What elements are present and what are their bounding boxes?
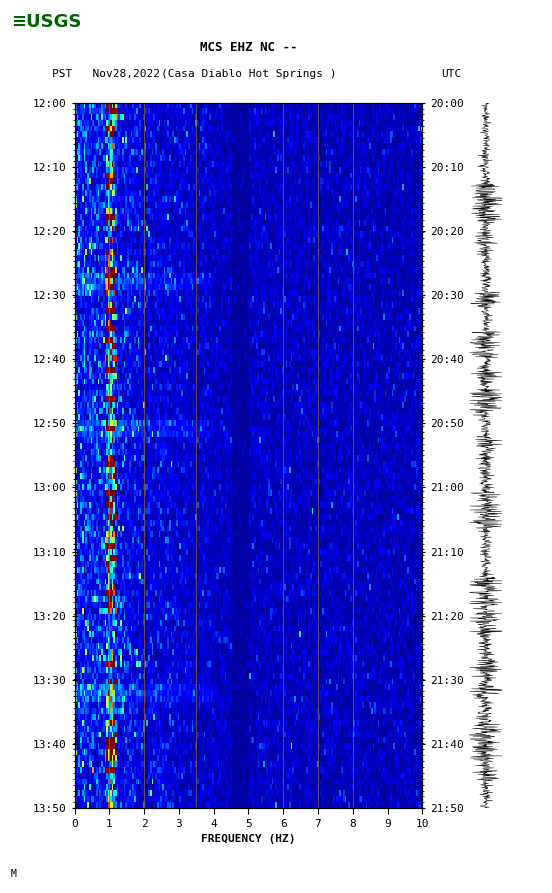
Text: PST   Nov28,2022: PST Nov28,2022 [52, 69, 161, 79]
Text: MCS EHZ NC --: MCS EHZ NC -- [200, 40, 297, 54]
Text: UTC: UTC [442, 69, 462, 79]
Text: M: M [11, 869, 17, 879]
X-axis label: FREQUENCY (HZ): FREQUENCY (HZ) [201, 834, 296, 844]
Text: ≡USGS: ≡USGS [11, 13, 82, 31]
Text: (Casa Diablo Hot Springs ): (Casa Diablo Hot Springs ) [161, 69, 336, 79]
